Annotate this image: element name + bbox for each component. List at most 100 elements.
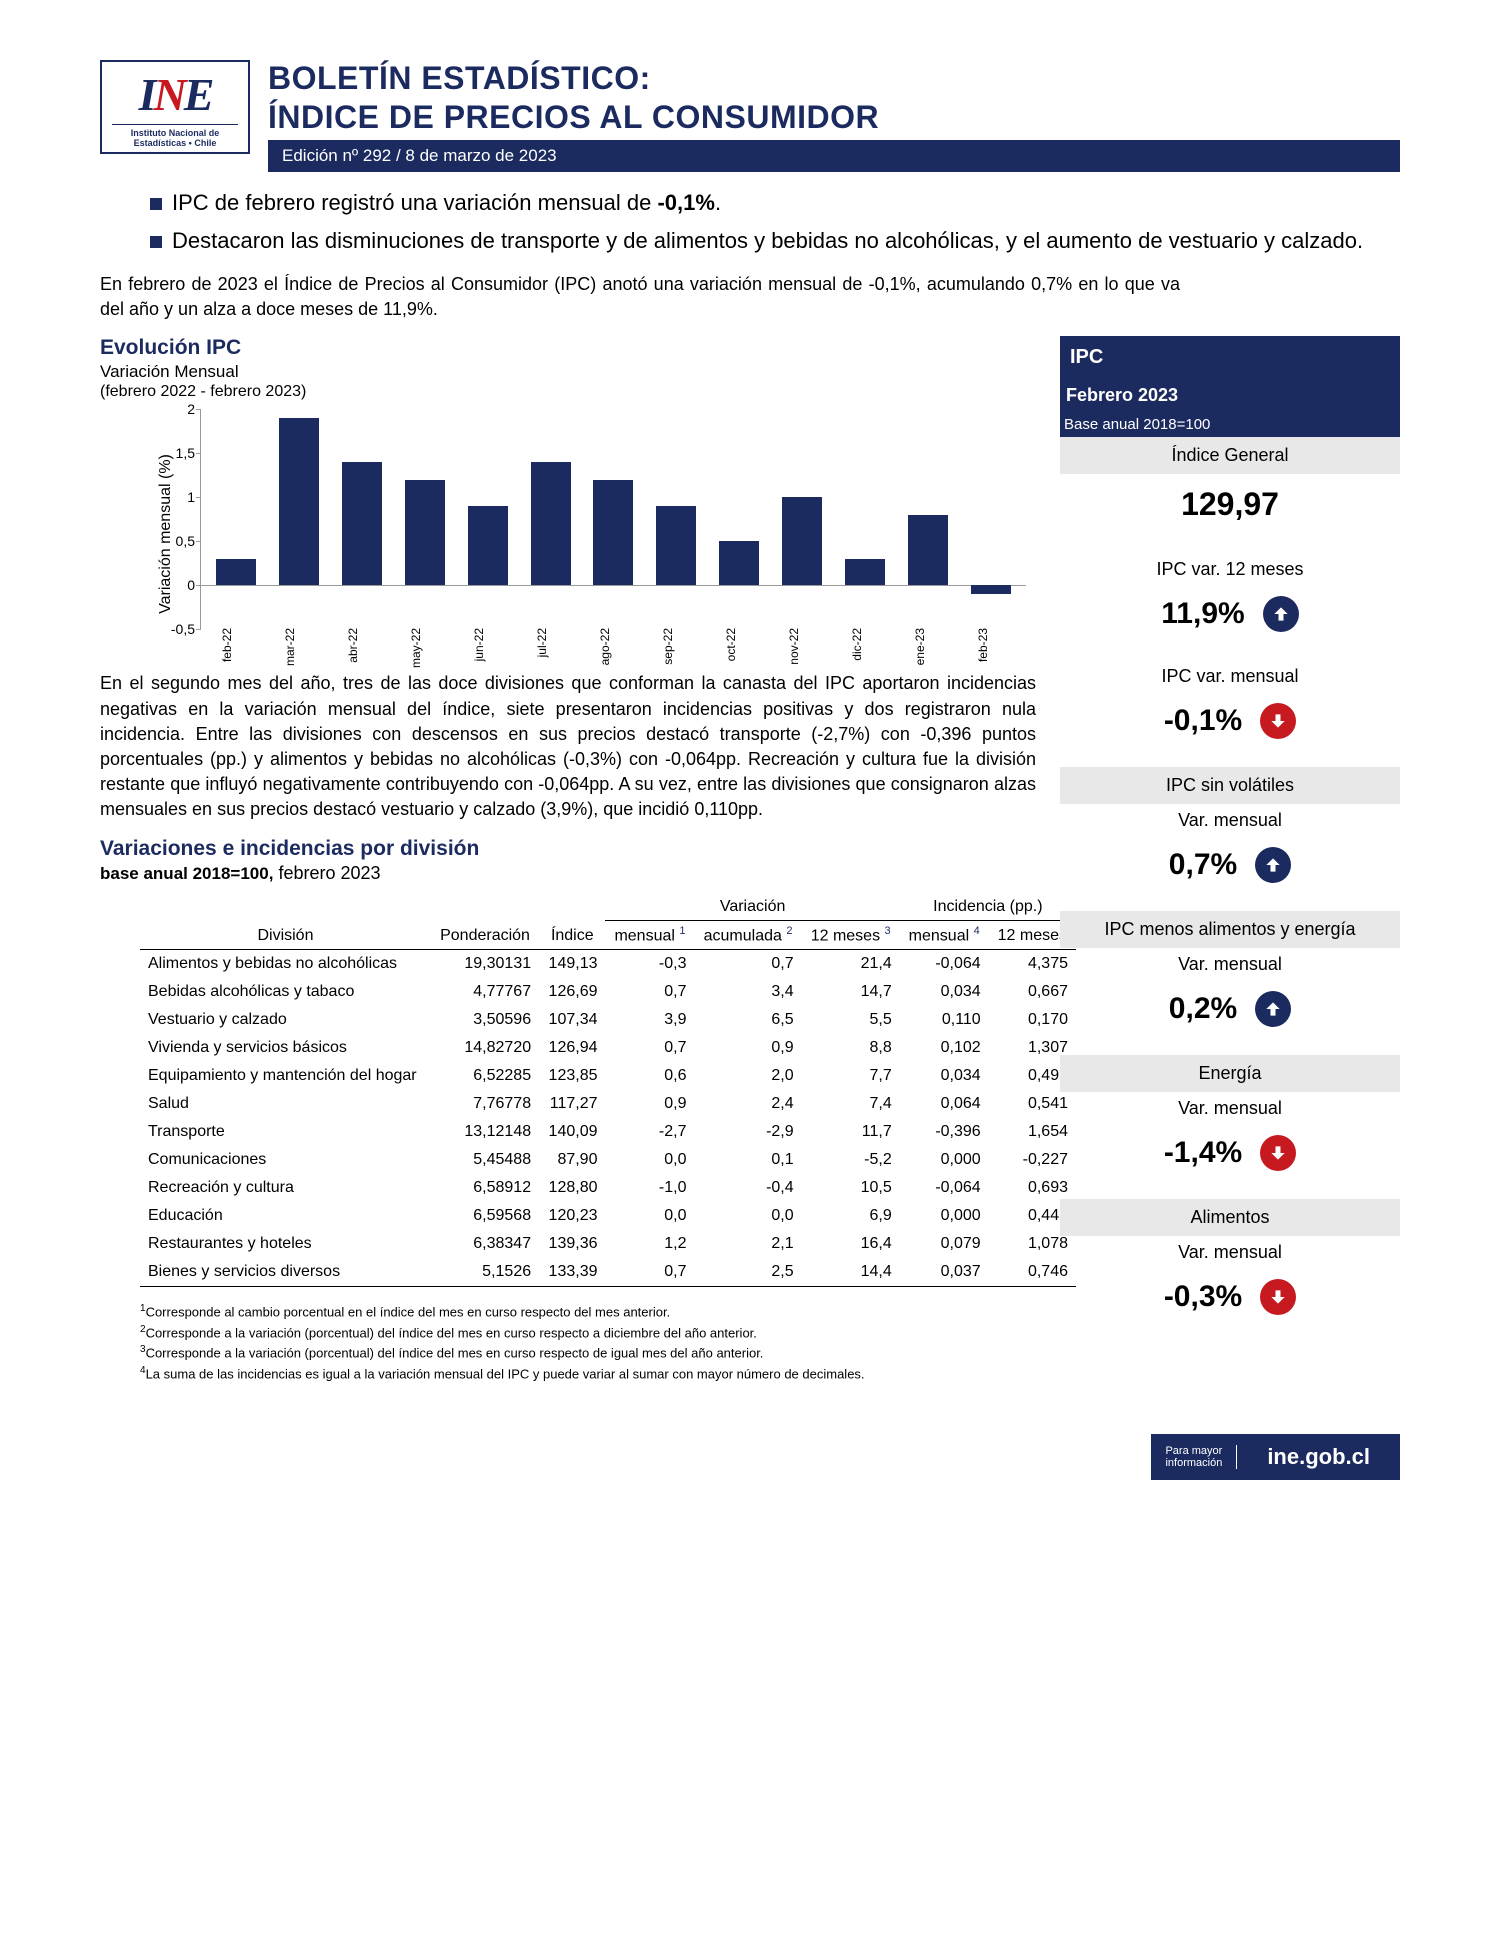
chart-xlabel: jun-22 — [472, 628, 502, 668]
chart-bar — [405, 480, 445, 586]
chart-bar — [782, 497, 822, 585]
table-row: Restaurantes y hoteles6,38347139,361,22,… — [140, 1230, 1076, 1258]
bullet-square-icon — [150, 198, 162, 210]
sb-energia-sub: Var. mensual — [1060, 1092, 1400, 1125]
th-var-mensual: mensual 1 — [605, 920, 694, 949]
ipc-bar-chart: Variación mensual (%) -0,500,511,52 feb-… — [100, 409, 1036, 659]
sb-ipc-header: IPC — [1060, 336, 1400, 379]
sb-sinvolatiles-value: 0,7% — [1169, 848, 1237, 882]
table-footnotes: 1Corresponde al cambio porcentual en el … — [140, 1301, 1036, 1384]
document-header: INE Instituto Nacional de Estadísticas •… — [100, 60, 1400, 172]
sb-alimentos-label: Alimentos — [1060, 1199, 1400, 1236]
chart-xlabel: feb-22 — [220, 628, 250, 668]
footnote-2: Corresponde a la variación (porcentual) … — [146, 1325, 757, 1340]
chart-xlabel: ene-23 — [913, 628, 943, 668]
table-row: Vivienda y servicios básicos14,82720126,… — [140, 1034, 1076, 1062]
sb-varmensual-label: IPC var. mensual — [1060, 660, 1400, 693]
intro-paragraph: En febrero de 2023 el Índice de Precios … — [100, 272, 1180, 322]
sb-var12-value: 11,9% — [1161, 597, 1244, 631]
arrow-up-icon — [1255, 847, 1291, 883]
th-indice: Índice — [539, 894, 605, 950]
chart-bar — [342, 462, 382, 585]
footnote-4: La suma de las incidencias es igual a la… — [146, 1367, 865, 1382]
th-inc-mensual: mensual 4 — [900, 920, 989, 949]
th-division: División — [140, 894, 431, 950]
chart-bar — [971, 585, 1011, 594]
sb-varmensual-value: -0,1% — [1164, 704, 1242, 738]
footer-url: ine.gob.cl — [1237, 1444, 1400, 1470]
arrow-up-icon — [1263, 596, 1299, 632]
chart-bar — [593, 480, 633, 586]
sb-energia-label: Energía — [1060, 1055, 1400, 1092]
chart-bar — [656, 506, 696, 585]
sb-alimentos-sub: Var. mensual — [1060, 1236, 1400, 1269]
table-row: Equipamiento y mantención del hogar6,522… — [140, 1062, 1076, 1090]
table-row: Comunicaciones5,4548887,900,00,1-5,20,00… — [140, 1146, 1076, 1174]
ine-logo: INE Instituto Nacional de Estadísticas •… — [100, 60, 250, 154]
sb-energia-value: -1,4% — [1164, 1136, 1242, 1170]
chart-xlabel: ago-22 — [598, 628, 628, 668]
divisions-table: División Ponderación Índice Variación In… — [140, 894, 1076, 1287]
chart-subtitle-1: Variación Mensual — [100, 362, 1036, 382]
sb-menosalim-sub: Var. mensual — [1060, 948, 1400, 981]
table-row: Bienes y servicios diversos5,1526133,390… — [140, 1258, 1076, 1287]
table-row: Educación6,59568120,230,00,06,90,0000,44… — [140, 1202, 1076, 1230]
table-row: Bebidas alcohólicas y tabaco4,77767126,6… — [140, 978, 1076, 1006]
table-subtitle: base anual 2018=100, febrero 2023 — [100, 863, 1036, 884]
footnote-1: Corresponde al cambio porcentual en el í… — [146, 1304, 671, 1319]
bullet-text-1: IPC de febrero registró una variación me… — [172, 190, 721, 216]
chart-xlabel: nov-22 — [787, 628, 817, 668]
footer-pretext: Para mayorinformación — [1151, 1445, 1237, 1469]
table-row: Salud7,76778117,270,92,47,40,0640,541 — [140, 1090, 1076, 1118]
bulletin-title-1: BOLETÍN ESTADÍSTICO: — [268, 60, 1400, 97]
chart-xlabel: may-22 — [409, 628, 439, 668]
chart-bar — [845, 559, 885, 585]
th-variacion-group: Variación — [605, 894, 899, 921]
chart-xlabel: oct-22 — [724, 628, 754, 668]
summary-sidebar: IPC Febrero 2023 Base anual 2018=100 Índ… — [1060, 336, 1400, 1384]
chart-xlabel: abr-22 — [346, 628, 376, 668]
logo-letter-i: I — [139, 69, 154, 120]
chart-bar — [531, 462, 571, 585]
table-row: Transporte13,12148140,09-2,7-2,911,7-0,3… — [140, 1118, 1076, 1146]
sb-month-header: Febrero 2023 — [1060, 379, 1400, 412]
th-ponderacion: Ponderación — [431, 894, 539, 950]
chart-xlabel: mar-22 — [283, 628, 313, 668]
footnote-3: Corresponde a la variación (porcentual) … — [146, 1346, 764, 1361]
sb-indice-general-value: 129,97 — [1060, 474, 1400, 535]
chart-bar — [216, 559, 256, 585]
logo-letter-n: N — [153, 69, 183, 120]
arrow-up-icon — [1255, 991, 1291, 1027]
highlight-bullets: IPC de febrero registró una variación me… — [150, 190, 1400, 254]
chart-xlabel: feb-23 — [976, 628, 1006, 668]
th-var-12meses: 12 meses 3 — [802, 920, 900, 949]
sb-base-header: Base anual 2018=100 — [1060, 412, 1400, 437]
table-title: Variaciones e incidencias por división — [100, 837, 1036, 861]
arrow-down-icon — [1260, 703, 1296, 739]
chart-bar — [908, 515, 948, 585]
chart-xlabel: jul-22 — [535, 628, 565, 668]
sb-menosalim-label: IPC menos alimentos y energía — [1060, 911, 1400, 948]
sb-sinvolatiles-sub: Var. mensual — [1060, 804, 1400, 837]
arrow-down-icon — [1260, 1135, 1296, 1171]
table-row: Recreación y cultura6,58912128,80-1,0-0,… — [140, 1174, 1076, 1202]
bullet-square-icon — [150, 236, 162, 248]
logo-letter-e: E — [184, 69, 212, 120]
sb-indice-general-label: Índice General — [1060, 437, 1400, 474]
sb-var12-label: IPC var. 12 meses — [1060, 553, 1400, 586]
bulletin-title-2: ÍNDICE DE PRECIOS AL CONSUMIDOR — [268, 99, 1400, 136]
chart-bar — [719, 541, 759, 585]
chart-xlabel: dic-22 — [850, 628, 880, 668]
sb-alimentos-value: -0,3% — [1164, 1280, 1242, 1314]
edition-bar: Edición nº 292 / 8 de marzo de 2023 — [268, 140, 1400, 172]
chart-xlabel: sep-22 — [661, 628, 691, 668]
table-row: Vestuario y calzado3,50596107,343,96,55,… — [140, 1006, 1076, 1034]
arrow-down-icon — [1260, 1279, 1296, 1315]
th-incidencia-group: Incidencia (pp.) — [900, 894, 1076, 921]
th-var-acumulada: acumulada 2 — [694, 920, 801, 949]
table-row: Alimentos y bebidas no alcohólicas19,301… — [140, 949, 1076, 978]
logo-subtitle: Instituto Nacional de Estadísticas • Chi… — [112, 124, 238, 148]
chart-bar — [468, 506, 508, 585]
chart-bar — [279, 418, 319, 585]
chart-title: Evolución IPC — [100, 336, 1036, 360]
